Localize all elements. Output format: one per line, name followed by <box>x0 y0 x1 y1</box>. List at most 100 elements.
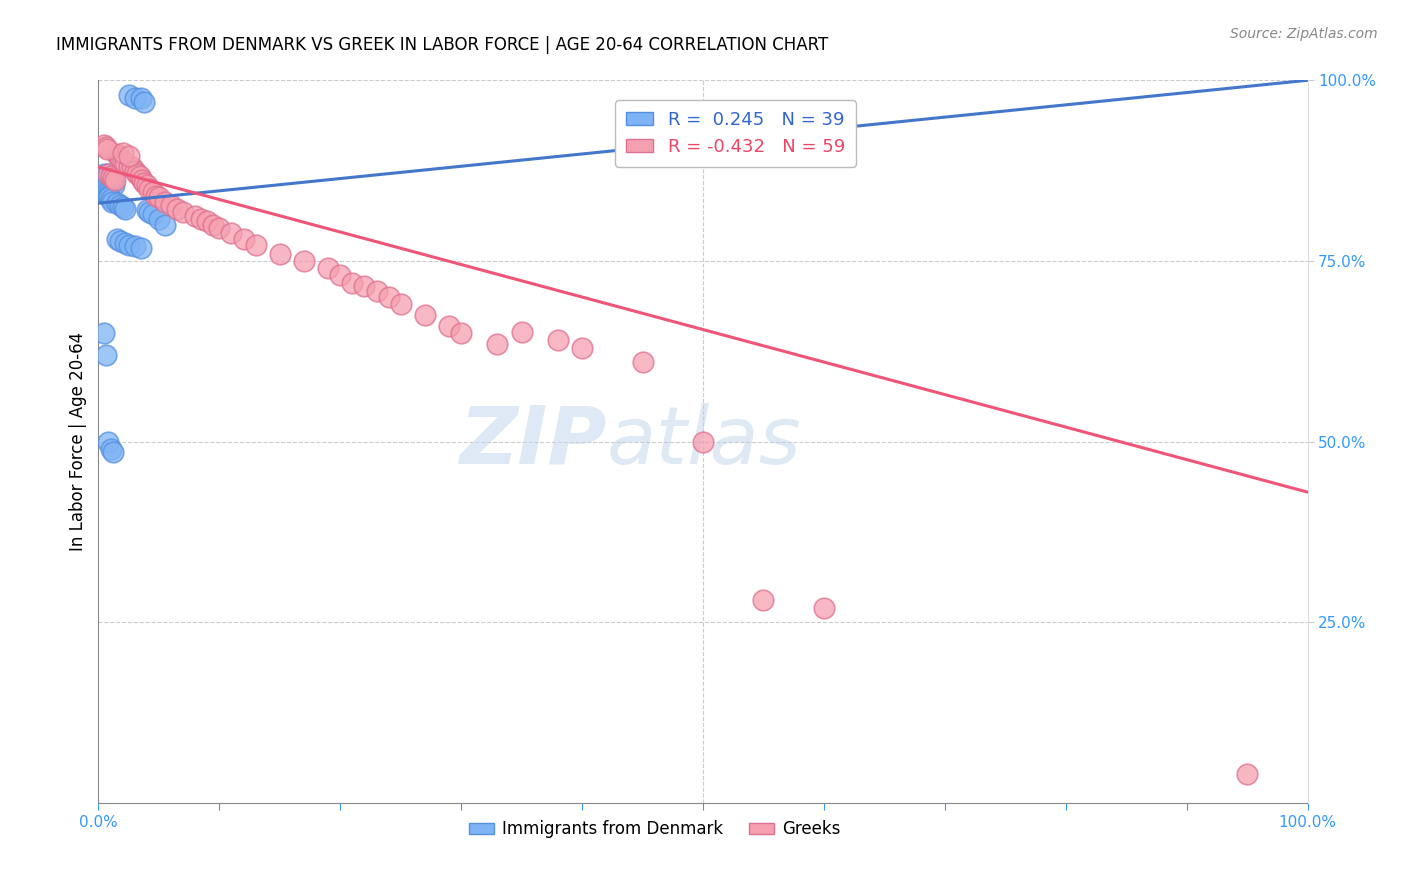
Point <box>118 87 141 102</box>
Point <box>118 149 141 163</box>
Point <box>316 261 339 276</box>
Point <box>114 235 136 250</box>
Point <box>134 95 156 109</box>
Point <box>93 167 115 181</box>
Point <box>692 434 714 449</box>
Point <box>752 593 775 607</box>
Point <box>269 246 291 260</box>
Point <box>245 238 267 252</box>
Point <box>96 142 118 156</box>
Point <box>377 290 399 304</box>
Point <box>108 197 131 211</box>
Point <box>114 156 136 170</box>
Point <box>93 183 115 197</box>
Point <box>413 308 436 322</box>
Point <box>97 167 120 181</box>
Point <box>105 147 128 161</box>
Point <box>104 173 127 187</box>
Point <box>100 174 122 188</box>
Point <box>111 145 134 160</box>
Point <box>97 170 120 185</box>
Point <box>105 232 128 246</box>
Point <box>571 341 593 355</box>
Point <box>134 176 156 190</box>
Point <box>97 434 120 449</box>
Point <box>329 268 352 283</box>
Point <box>98 190 121 204</box>
Point <box>510 325 533 339</box>
Point <box>94 186 117 200</box>
Point <box>148 212 170 227</box>
Point <box>547 334 569 348</box>
Text: IMMIGRANTS FROM DENMARK VS GREEK IN LABOR FORCE | AGE 20-64 CORRELATION CHART: IMMIGRANTS FROM DENMARK VS GREEK IN LABO… <box>56 36 828 54</box>
Point <box>101 445 124 459</box>
Point <box>111 154 134 169</box>
Point <box>142 207 165 221</box>
Point <box>142 186 165 200</box>
Point <box>101 170 124 185</box>
Point <box>135 178 157 192</box>
Point <box>97 189 120 203</box>
Point <box>437 318 460 333</box>
Point <box>97 167 120 181</box>
Point <box>100 170 122 185</box>
Point <box>96 186 118 201</box>
Point <box>108 151 131 165</box>
Point <box>108 234 131 248</box>
Point <box>145 189 167 203</box>
Point <box>486 337 509 351</box>
Point <box>118 238 141 252</box>
Point <box>366 285 388 299</box>
Point <box>353 279 375 293</box>
Point <box>100 169 122 183</box>
Point <box>221 227 243 241</box>
Point <box>103 178 125 192</box>
Point <box>128 169 150 183</box>
Point <box>100 194 122 209</box>
Point <box>184 209 207 223</box>
Point <box>342 276 364 290</box>
Point <box>138 182 160 196</box>
Point <box>172 204 194 219</box>
Point <box>93 326 115 340</box>
Point <box>166 202 188 216</box>
Point <box>93 138 115 153</box>
Point <box>101 176 124 190</box>
Point <box>124 239 146 253</box>
Text: Source: ZipAtlas.com: Source: ZipAtlas.com <box>1230 27 1378 41</box>
Point <box>129 241 152 255</box>
Point <box>631 355 654 369</box>
Point <box>138 204 160 219</box>
Point <box>127 167 149 181</box>
Point <box>195 214 218 228</box>
Point <box>389 297 412 311</box>
Point <box>148 190 170 204</box>
Point <box>1236 767 1258 781</box>
Point <box>202 218 225 232</box>
Point <box>121 160 143 174</box>
Point <box>135 203 157 218</box>
Point <box>94 140 117 154</box>
Point <box>153 218 176 232</box>
Point <box>450 326 472 340</box>
Y-axis label: In Labor Force | Age 20-64: In Labor Force | Age 20-64 <box>69 332 87 551</box>
Legend: Immigrants from Denmark, Greeks: Immigrants from Denmark, Greeks <box>463 814 846 845</box>
Point <box>292 253 315 268</box>
Point <box>94 348 117 362</box>
Point <box>100 442 122 456</box>
Point <box>129 91 152 105</box>
Point <box>100 193 122 207</box>
Point <box>124 91 146 105</box>
Point <box>111 200 134 214</box>
Point <box>107 149 129 163</box>
Point <box>118 159 141 173</box>
Point <box>114 202 136 216</box>
Point <box>101 174 124 188</box>
Point <box>208 221 231 235</box>
Point <box>131 173 153 187</box>
Point <box>160 197 183 211</box>
Text: ZIP: ZIP <box>458 402 606 481</box>
Point <box>232 232 254 246</box>
Point <box>105 196 128 211</box>
Text: atlas: atlas <box>606 402 801 481</box>
